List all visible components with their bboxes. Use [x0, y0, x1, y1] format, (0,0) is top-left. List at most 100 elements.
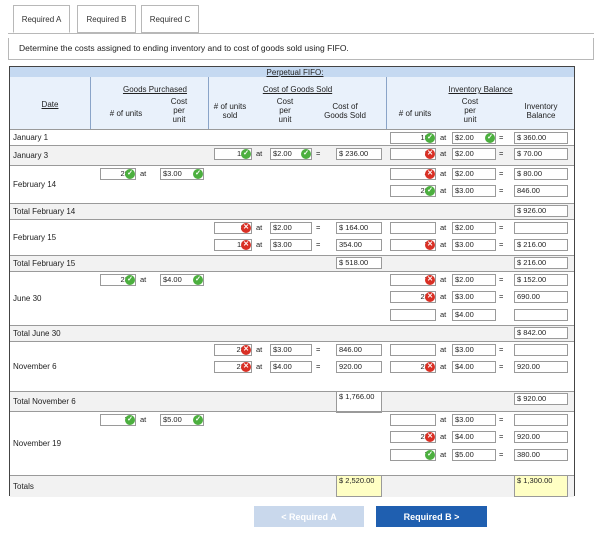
inventory-at-label: at: [440, 223, 447, 232]
cost-of-goods-sold-heading: Cost of Goods Sold: [324, 102, 366, 120]
inventory-amount-input[interactable]: [514, 344, 568, 356]
inventory-units-cross-icon: ✕: [425, 432, 435, 442]
inventory-total-input[interactable]: $ 1,300.00: [514, 475, 568, 497]
inventory-cost-input[interactable]: $3.00: [452, 344, 496, 356]
purchased-units-check-icon: ✓: [125, 415, 135, 425]
row-date-label: Total February 14: [13, 207, 76, 216]
inventory-units-input[interactable]: [390, 414, 436, 426]
purchased-cost-check-icon: ✓: [193, 415, 203, 425]
cogs-units-cross-icon: ✕: [241, 223, 251, 233]
inventory-total-input[interactable]: $ 920.00: [514, 393, 568, 405]
inventory-cost-input[interactable]: $2.00: [452, 148, 496, 160]
inventory-cost-input[interactable]: $4.00: [452, 431, 496, 443]
cogs-amount-input[interactable]: 846.00: [336, 344, 382, 356]
inventory-amount-input[interactable]: [514, 414, 568, 426]
inventory-units-input[interactable]: [390, 344, 436, 356]
inventory-at-label: at: [440, 450, 447, 459]
inventory-cost-input[interactable]: $3.00: [452, 414, 496, 426]
inventory-equals-label: =: [499, 240, 504, 249]
inventory-balance-col-heading: Inventory Balance: [524, 102, 558, 120]
inventory-amount-input[interactable]: $ 80.00: [514, 168, 568, 180]
required-b-button[interactable]: Required B >: [376, 506, 487, 527]
inventory-equals-label: =: [499, 223, 504, 232]
inventory-amount-input[interactable]: $ 216.00: [514, 239, 568, 251]
cogs-at-label: at: [256, 149, 263, 158]
inventory-units-input[interactable]: [390, 309, 436, 321]
date-column-heading: Date: [41, 100, 59, 109]
row-date-label: January 1: [13, 133, 49, 142]
inventory-cost-input[interactable]: $4.00: [452, 361, 496, 373]
table-row: January 3118✓at$2.00✓=$ 236.0035✕at$2.00…: [10, 145, 574, 165]
cogs-cost-input[interactable]: $4.00: [270, 361, 312, 373]
inventory-cost-input[interactable]: $2.00: [452, 274, 496, 286]
cogs-total-input[interactable]: $ 518.00: [336, 257, 382, 269]
cogs-at-label: at: [256, 223, 263, 232]
cogs-amount-input[interactable]: 920.00: [336, 361, 382, 373]
inventory-cost-input[interactable]: $3.00: [452, 291, 496, 303]
purchased-at-label: at: [140, 275, 147, 284]
cogs-equals-label: =: [316, 362, 321, 371]
row-date-label: November 6: [13, 362, 57, 371]
required-a-button[interactable]: < Required A: [254, 506, 364, 527]
inventory-equals-label: =: [499, 432, 504, 441]
inventory-at-label: at: [440, 310, 447, 319]
inventory-cost-input[interactable]: $4.00: [452, 309, 496, 321]
inventory-equals-label: =: [499, 186, 504, 195]
cogs-cost-input[interactable]: $2.00: [270, 222, 312, 234]
purchased-cost-check-icon: ✓: [193, 275, 203, 285]
inventory-amount-input[interactable]: 380.00: [514, 449, 568, 461]
inventory-units-cross-icon: ✕: [425, 275, 435, 285]
inventory-cost-input[interactable]: $2.00: [452, 222, 496, 234]
inventory-amount-input[interactable]: $ 152.00: [514, 274, 568, 286]
inventory-amount-input[interactable]: $ 360.00: [514, 132, 568, 144]
table-row: Total November 6 $ 1,766.00 $ 920.00: [10, 391, 574, 413]
inventory-at-label: at: [440, 362, 447, 371]
inventory-cost-input[interactable]: $3.00: [452, 185, 496, 197]
inventory-amount-input[interactable]: 846.00: [514, 185, 568, 197]
cogs-at-label: at: [256, 362, 263, 371]
cogs-cost-input[interactable]: $3.00: [270, 239, 312, 251]
tab-required-c[interactable]: Required C: [141, 5, 199, 33]
tab-required-b[interactable]: Required B: [77, 5, 136, 33]
inventory-amount-input[interactable]: 920.00: [514, 361, 568, 373]
cogs-equals-label: =: [316, 149, 321, 158]
purchased-units-check-icon: ✓: [125, 169, 135, 179]
cogs-amount-input[interactable]: $ 164.00: [336, 222, 382, 234]
tab-required-a[interactable]: Required A: [13, 5, 70, 33]
row-date-label: Total November 6: [13, 397, 76, 406]
cogs-at-label: at: [256, 240, 263, 249]
inventory-units-input[interactable]: [390, 222, 436, 234]
inventory-cost-input[interactable]: $5.00: [452, 449, 496, 461]
cogs-cost-input[interactable]: $3.00: [270, 344, 312, 356]
inventory-amount-input[interactable]: $ 70.00: [514, 148, 568, 160]
inventory-units-check-icon: ✓: [425, 186, 435, 196]
inventory-equals-label: =: [499, 292, 504, 301]
inventory-units-check-icon: ✓: [425, 450, 435, 460]
row-date-label: Total February 15: [13, 259, 76, 268]
gp-units-heading: # of units: [109, 109, 143, 118]
inventory-amount-input[interactable]: 920.00: [514, 431, 568, 443]
inventory-units-cross-icon: ✕: [425, 240, 435, 250]
inventory-at-label: at: [440, 345, 447, 354]
inventory-amount-input[interactable]: 690.00: [514, 291, 568, 303]
inventory-amount-input[interactable]: [514, 222, 568, 234]
cogs-amount-input[interactable]: $ 236.00: [336, 148, 382, 160]
ib-units-heading: # of units: [398, 109, 432, 118]
cogs-units-cross-icon: ✕: [241, 240, 251, 250]
inventory-cost-input[interactable]: $2.00: [452, 168, 496, 180]
cogs-total-input[interactable]: $ 2,520.00: [336, 475, 382, 497]
inventory-total-input[interactable]: $ 842.00: [514, 327, 568, 339]
inventory-cost-check-icon: ✓: [485, 133, 495, 143]
cogs-total-input[interactable]: $ 1,766.00: [336, 391, 382, 413]
row-date-label: Total June 30: [13, 329, 61, 338]
inventory-amount-input[interactable]: [514, 309, 568, 321]
cogs-amount-input[interactable]: 354.00: [336, 239, 382, 251]
inventory-equals-label: =: [499, 169, 504, 178]
inventory-equals-label: =: [499, 149, 504, 158]
table-row: Total February 14 $ 926.00: [10, 203, 574, 219]
inventory-cost-input[interactable]: $3.00: [452, 239, 496, 251]
inventory-total-input[interactable]: $ 926.00: [514, 205, 568, 217]
goods-purchased-heading: Goods Purchased: [122, 85, 188, 94]
inventory-at-label: at: [440, 415, 447, 424]
inventory-total-input[interactable]: $ 216.00: [514, 257, 568, 269]
